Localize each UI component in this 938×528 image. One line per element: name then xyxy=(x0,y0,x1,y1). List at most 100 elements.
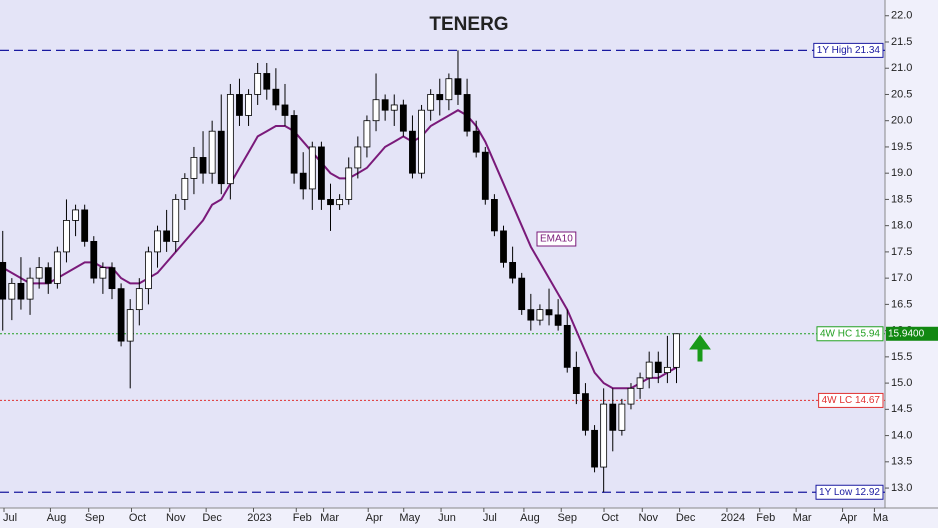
y-tick-label: 18.5 xyxy=(891,193,912,205)
candle-body xyxy=(181,178,189,200)
candle-body xyxy=(8,282,16,300)
last-price-label: 15.9400 xyxy=(888,328,925,339)
candle-body xyxy=(327,199,334,206)
candle-body xyxy=(618,403,626,431)
candle-body xyxy=(72,209,79,221)
candle-body xyxy=(208,130,216,174)
candle-body xyxy=(99,267,107,279)
candle-body xyxy=(500,230,507,263)
x-tick-label: Ma xyxy=(873,512,889,524)
ema-label: EMA10 xyxy=(540,234,573,245)
candle-body xyxy=(44,267,52,284)
candle-body xyxy=(290,115,298,174)
candle-body xyxy=(163,230,171,242)
candle-body xyxy=(490,199,498,232)
reference-label: 1Y Low 12.92 xyxy=(819,487,880,498)
x-tick-label: Jul xyxy=(483,512,497,524)
x-tick-label: Feb xyxy=(756,512,775,524)
y-tick-label: 21.5 xyxy=(891,36,912,48)
candle-body xyxy=(582,393,589,431)
candle-body xyxy=(17,282,25,300)
y-tick-label: 17.0 xyxy=(891,272,912,284)
candle-body xyxy=(117,288,125,342)
y-tick-label: 15.5 xyxy=(891,351,912,363)
chart-title: TENERG xyxy=(429,14,508,35)
candle-body xyxy=(536,309,544,321)
candle-body xyxy=(299,172,307,190)
candle-body xyxy=(53,251,61,284)
candle-body xyxy=(563,324,571,368)
reference-label-box xyxy=(818,392,884,408)
candle-body xyxy=(554,314,562,326)
candle-body xyxy=(463,94,471,132)
candle-body xyxy=(336,199,344,206)
candle-body xyxy=(236,94,243,116)
candle-body xyxy=(627,387,635,405)
candle-body xyxy=(126,309,134,342)
x-tick-label: Sep xyxy=(85,512,105,524)
x-tick-label: Mar xyxy=(793,512,812,524)
y-tick-label: 14.5 xyxy=(891,403,912,415)
ema-label-box xyxy=(536,231,577,247)
x-tick-label: Sep xyxy=(557,512,577,524)
candle-body xyxy=(0,261,7,300)
candle-body xyxy=(636,377,644,389)
candle-body xyxy=(427,94,435,111)
candle-body xyxy=(418,109,425,174)
candle-body xyxy=(226,94,234,185)
candle-body xyxy=(518,277,526,311)
candle-body xyxy=(390,104,398,111)
candle-body xyxy=(172,199,180,242)
y-tick-label: 18.0 xyxy=(891,220,912,232)
y-tick-label: 14.0 xyxy=(891,429,912,441)
plot-area xyxy=(0,0,885,508)
candle-body xyxy=(454,78,462,95)
y-tick-label: 13.0 xyxy=(891,482,912,494)
candle-body xyxy=(409,130,416,174)
reference-label-box xyxy=(813,42,884,58)
y-tick-label: 15.0 xyxy=(891,377,912,389)
y-tick-label: 21.0 xyxy=(891,62,912,74)
y-tick-label: 13.5 xyxy=(891,456,912,468)
candle-body xyxy=(572,366,580,394)
candle-body xyxy=(399,104,407,132)
x-tick-label: Nov xyxy=(638,512,658,524)
reference-label-box xyxy=(815,484,884,500)
candle-body xyxy=(600,403,608,468)
candle-body xyxy=(318,146,325,200)
candle-body xyxy=(190,157,198,179)
y-tick-label: 20.5 xyxy=(891,88,912,100)
reference-label: 4W HC 15.94 xyxy=(820,328,880,339)
candle-body xyxy=(154,230,161,253)
y-axis-area xyxy=(885,0,938,508)
x-tick-label: Apr xyxy=(840,512,857,524)
candle-body xyxy=(436,94,444,101)
candle-body xyxy=(645,361,653,379)
candle-body xyxy=(281,104,289,116)
candle-body xyxy=(254,73,262,95)
x-tick-label: Aug xyxy=(520,512,540,524)
candle-body xyxy=(217,130,225,185)
x-tick-label: Oct xyxy=(129,512,146,524)
y-tick-label: 20.0 xyxy=(891,115,912,127)
x-tick-label: Mar xyxy=(320,512,339,524)
reference-label: 4W LC 14.67 xyxy=(822,395,881,406)
candle-body xyxy=(509,261,517,279)
x-tick-label: Nov xyxy=(166,512,186,524)
y-tick-label: 17.5 xyxy=(891,246,912,258)
x-tick-label: 2024 xyxy=(721,512,745,524)
y-tick-label: 16.5 xyxy=(891,298,912,310)
x-axis-area xyxy=(0,508,938,528)
x-tick-label: Apr xyxy=(366,512,383,524)
candle-body xyxy=(354,146,362,169)
x-tick-label: Aug xyxy=(47,512,67,524)
candle-body xyxy=(372,99,380,122)
reference-label-box xyxy=(816,326,884,342)
candle-body xyxy=(381,99,389,111)
candle-body xyxy=(272,88,280,106)
candle-body xyxy=(63,220,70,253)
candle-body xyxy=(135,288,143,311)
x-tick-label: Dec xyxy=(202,512,222,524)
candle-body xyxy=(673,333,680,368)
